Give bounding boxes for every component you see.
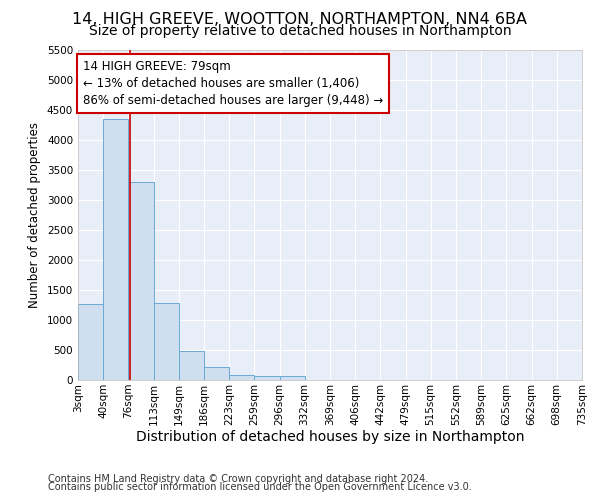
- Bar: [204, 368, 229, 380]
- Bar: [254, 376, 280, 380]
- Bar: [154, 303, 179, 380]
- Bar: [128, 182, 154, 380]
- Bar: [280, 376, 305, 380]
- Y-axis label: Number of detached properties: Number of detached properties: [28, 122, 41, 308]
- X-axis label: Distribution of detached houses by size in Northampton: Distribution of detached houses by size …: [136, 430, 524, 444]
- Text: Contains public sector information licensed under the Open Government Licence v3: Contains public sector information licen…: [48, 482, 472, 492]
- Bar: [229, 374, 254, 380]
- Text: Contains HM Land Registry data © Crown copyright and database right 2024.: Contains HM Land Registry data © Crown c…: [48, 474, 428, 484]
- Bar: [103, 119, 128, 380]
- Text: Size of property relative to detached houses in Northampton: Size of property relative to detached ho…: [89, 24, 511, 38]
- Text: 14, HIGH GREEVE, WOOTTON, NORTHAMPTON, NN4 6BA: 14, HIGH GREEVE, WOOTTON, NORTHAMPTON, N…: [73, 12, 527, 28]
- Text: 14 HIGH GREEVE: 79sqm
← 13% of detached houses are smaller (1,406)
86% of semi-d: 14 HIGH GREEVE: 79sqm ← 13% of detached …: [83, 60, 383, 107]
- Bar: [78, 304, 103, 380]
- Bar: [179, 350, 204, 380]
